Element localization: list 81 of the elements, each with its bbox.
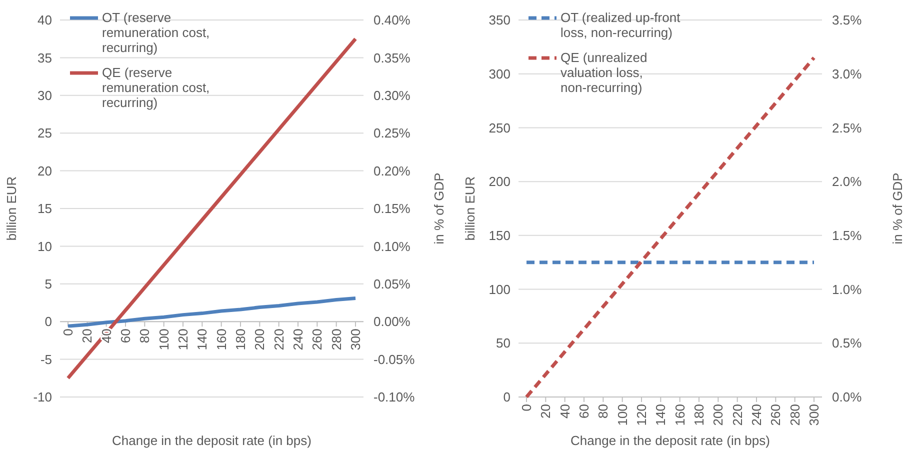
y-tick-label: 25 — [38, 126, 52, 141]
y-tick-label: 100 — [488, 282, 510, 297]
y-axis-title: billion EUR — [4, 176, 19, 241]
x-tick-label: 120 — [176, 328, 191, 350]
y2-tick-label: -0.10% — [374, 390, 416, 405]
x-tick-label: 100 — [156, 328, 172, 350]
legend-label: OT (realized up-front loss, non-recurring) — [560, 10, 681, 40]
x-tick-label: 280 — [328, 328, 344, 350]
y-tick-label: 5 — [44, 276, 52, 292]
y2-tick-label: 0.5% — [832, 336, 862, 351]
y-tick-label: 300 — [488, 66, 510, 82]
x-tick-label: 260 — [768, 404, 784, 426]
y2-tick-label: 1.0% — [832, 282, 862, 297]
y2-tick-label: 0.05% — [374, 276, 411, 292]
y-tick-label: 350 — [488, 12, 510, 28]
x-tick-label: 260 — [310, 328, 325, 350]
y2-tick-label: 0.40% — [374, 12, 411, 28]
y-tick-label: -5 — [40, 352, 52, 367]
x-tick-label: 140 — [653, 404, 668, 426]
x-tick-label: 60 — [118, 328, 134, 344]
y2-tick-label: 3.0% — [832, 66, 862, 82]
x-tick-label: 100 — [614, 404, 630, 426]
y-tick-label: 10 — [38, 238, 52, 254]
y2-axis-title: in % of GDP — [890, 172, 905, 244]
y2-tick-label: 0.15% — [374, 201, 411, 216]
x-tick-label: 120 — [634, 404, 650, 426]
y-tick-label: 40 — [38, 12, 52, 28]
x-tick-label: 220 — [271, 328, 286, 350]
x-tick-label: 0 — [519, 404, 534, 412]
x-tick-label: 280 — [787, 404, 802, 426]
y-tick-label: 0 — [44, 314, 52, 330]
y-tick-label: 200 — [488, 174, 510, 190]
y2-tick-label: 0.10% — [374, 238, 411, 254]
y2-tick-label: 0.00% — [374, 314, 411, 330]
y-tick-label: 15 — [38, 201, 52, 216]
y-axis-title: billion EUR — [462, 176, 478, 241]
x-tick-label: 160 — [672, 404, 688, 426]
y2-tick-label: 3.5% — [832, 12, 862, 28]
y2-tick-label: -0.05% — [374, 352, 416, 367]
y-tick-label: 0 — [503, 390, 510, 405]
x-tick-label: 180 — [692, 404, 707, 426]
y2-tick-label: 0.0% — [832, 390, 862, 405]
y2-tick-label: 2.5% — [832, 120, 862, 136]
y-tick-label: 50 — [496, 336, 510, 351]
x-tick-label: 300 — [348, 328, 364, 350]
y2-tick-label: 0.35% — [374, 50, 411, 66]
y-tick-label: 150 — [488, 228, 510, 243]
y2-tick-label: 0.30% — [374, 88, 411, 103]
x-axis-title: Change in the deposit rate (in bps) — [570, 433, 770, 448]
x-tick-label: 180 — [233, 328, 248, 350]
y-tick-label: 250 — [488, 120, 510, 136]
y2-tick-label: 0.25% — [374, 126, 411, 141]
x-tick-label: 60 — [576, 404, 592, 418]
x-tick-label: 200 — [710, 404, 726, 426]
x-tick-label: 0 — [60, 328, 76, 336]
x-tick-label: 20 — [80, 328, 95, 344]
legend-label: OT (reserve remuneration cost, recurring) — [102, 10, 210, 55]
y-tick-label: 35 — [38, 50, 52, 66]
y-tick-label: 20 — [38, 163, 52, 178]
x-tick-label: 80 — [596, 404, 611, 418]
y2-tick-label: 1.5% — [832, 228, 862, 243]
y2-tick-label: 2.0% — [832, 174, 862, 190]
x-axis-title: Change in the deposit rate (in bps) — [112, 433, 312, 448]
x-tick-label: 160 — [214, 328, 229, 350]
y-tick-label: 30 — [38, 88, 52, 103]
legend-label: QE (unrealized valuation loss, non-recurring) — [560, 50, 648, 95]
legend-label: QE (reserve remuneration cost, recurring) — [102, 65, 210, 110]
line-series — [66, 296, 358, 328]
y-tick-label: -10 — [33, 390, 52, 405]
x-tick-label: 40 — [98, 328, 114, 344]
x-tick-label: 40 — [557, 404, 572, 418]
x-tick-label: 240 — [290, 328, 306, 350]
x-tick-label: 220 — [730, 404, 745, 426]
x-tick-label: 80 — [137, 328, 152, 344]
x-tick-label: 240 — [749, 404, 764, 426]
y2-tick-label: 0.20% — [374, 163, 411, 178]
x-tick-label: 140 — [194, 328, 210, 350]
y2-axis-title: in % of GDP — [432, 172, 446, 244]
x-tick-label: 200 — [252, 328, 268, 350]
x-tick-label: 20 — [538, 404, 554, 418]
x-tick-label: 300 — [806, 404, 822, 426]
